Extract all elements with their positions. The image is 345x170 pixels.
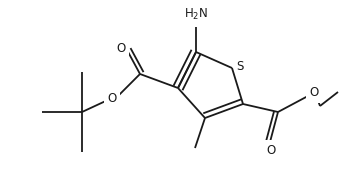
Text: H$_2$N: H$_2$N [184, 6, 208, 22]
Text: O: O [309, 87, 319, 99]
Text: O: O [266, 143, 276, 157]
Text: O: O [116, 41, 126, 55]
Text: S: S [236, 61, 244, 73]
Text: O: O [107, 91, 117, 105]
